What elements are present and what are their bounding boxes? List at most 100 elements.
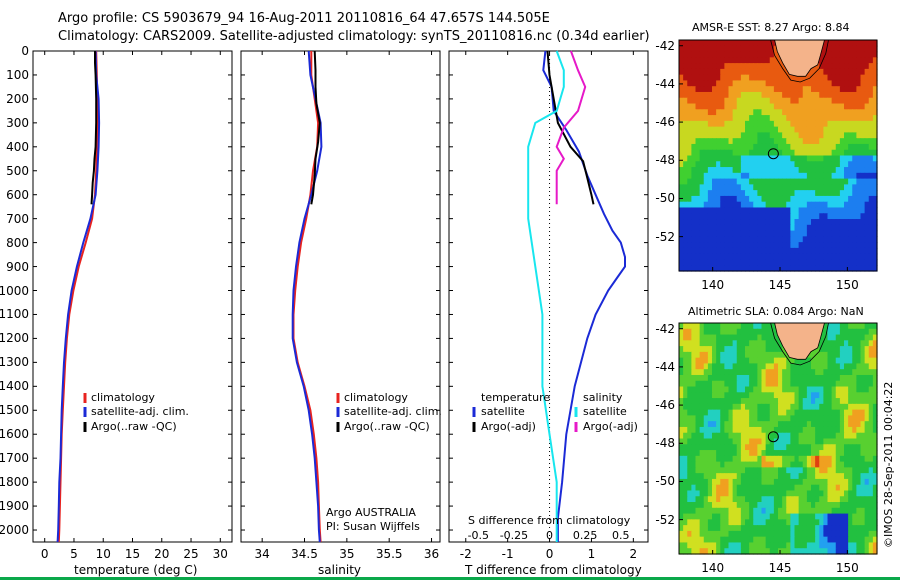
heatmap-cell — [786, 120, 791, 128]
heatmap-cell — [868, 178, 874, 185]
heatmap-cell — [732, 40, 738, 47]
heatmap-cell — [811, 398, 816, 405]
heatmap-cell — [736, 490, 742, 497]
heatmap-cell — [802, 97, 808, 105]
heatmap-cell — [827, 143, 833, 151]
heatmap-cell — [699, 247, 705, 255]
heatmap-cell — [823, 502, 829, 509]
heatmap-cell — [782, 230, 787, 237]
heatmap-cell — [683, 334, 688, 341]
heatmap-cell — [683, 496, 688, 503]
heatmap-cell — [761, 530, 767, 538]
heatmap-cell — [699, 525, 705, 532]
heatmap-cell — [815, 478, 820, 486]
heatmap-cell — [852, 207, 857, 214]
heatmap-cell — [806, 265, 812, 272]
heatmap-cell — [868, 103, 874, 110]
heatmap-cell — [786, 74, 791, 82]
annotation-pi: PI: Susan Wijffels — [326, 520, 420, 533]
heatmap-cell — [683, 409, 688, 417]
heatmap-cell — [736, 403, 742, 411]
heatmap-cell — [699, 323, 705, 330]
heatmap-cell — [786, 536, 791, 544]
heatmap-cell — [716, 536, 721, 544]
heatmap-cell — [716, 63, 721, 70]
heatmap-cell — [839, 74, 845, 82]
heatmap-cell — [773, 403, 779, 411]
heatmap-cell — [802, 536, 808, 544]
heatmap-cell — [811, 213, 816, 220]
heatmap-cell — [827, 403, 833, 411]
heatmap-cell — [707, 115, 713, 122]
heatmap-cell — [864, 496, 870, 503]
heatmap-cell — [716, 132, 721, 139]
heatmap-cell — [844, 138, 849, 145]
heatmap-cell — [687, 421, 692, 428]
heatmap-cell — [802, 149, 808, 157]
heatmap-cell — [802, 478, 808, 486]
heatmap-cell — [786, 525, 791, 532]
heatmap-cell — [703, 230, 709, 237]
heatmap-cell — [798, 149, 804, 157]
heatmap-cell — [823, 519, 829, 526]
heatmap-cell — [732, 178, 738, 185]
heatmap-cell — [786, 149, 791, 157]
heatmap-cell — [835, 207, 841, 214]
heatmap-cell — [868, 392, 874, 399]
heatmap-cell — [769, 536, 775, 544]
heatmap-cell — [765, 455, 771, 463]
heatmap-cell — [695, 386, 701, 393]
heatmap-cell — [835, 190, 841, 197]
heatmap-cell — [868, 253, 874, 261]
heatmap-cell — [691, 57, 697, 64]
heatmap-cell — [806, 86, 812, 93]
heatmap-cell — [703, 224, 709, 232]
heatmap-cell — [765, 530, 771, 538]
s-xtick-label: -0.5 — [467, 529, 490, 542]
heatmap-cell — [687, 120, 692, 128]
heatmap-cell — [712, 467, 717, 474]
heatmap-cell — [707, 97, 713, 105]
heatmap-cell — [757, 496, 763, 503]
heatmap-cell — [707, 86, 713, 93]
heatmap-cell — [811, 536, 816, 544]
heatmap-cell — [844, 68, 849, 76]
heatmap-cell — [736, 530, 742, 538]
heatmap-cell — [856, 542, 862, 549]
heatmap-cell — [699, 432, 705, 440]
heatmap-cell — [683, 57, 688, 64]
heatmap-cell — [872, 502, 878, 509]
heatmap-cell — [798, 126, 804, 134]
heatmap-cell — [860, 351, 866, 359]
heatmap-cell — [848, 86, 853, 93]
heatmap-cell — [773, 115, 779, 122]
heatmap-cell — [679, 115, 684, 122]
heatmap-cell — [699, 461, 705, 468]
plot-frame-0 — [32, 50, 233, 543]
heatmap-cell — [687, 172, 692, 180]
heatmap-cell — [683, 536, 688, 544]
heatmap-cell — [720, 120, 725, 128]
heatmap-cell — [778, 63, 783, 70]
heatmap-cell — [794, 230, 800, 237]
heatmap-cell — [844, 120, 849, 128]
heatmap-cell — [703, 167, 709, 174]
heatmap-cell — [724, 40, 730, 47]
heatmap-cell — [835, 340, 841, 347]
heatmap-cell — [848, 409, 853, 417]
heatmap-cell — [806, 380, 812, 388]
heatmap-cell — [856, 242, 862, 249]
heatmap-cell — [802, 190, 808, 197]
heatmap-cell — [703, 328, 709, 336]
map-ytick-label: -42 — [655, 38, 675, 53]
heatmap-cell — [712, 421, 717, 428]
heatmap-cell — [699, 91, 705, 99]
heatmap-cell — [757, 86, 763, 93]
heatmap-cell — [852, 253, 857, 261]
heatmap-cell — [683, 369, 688, 376]
heatmap-cell — [790, 103, 796, 110]
heatmap-cell — [769, 340, 775, 347]
heatmap-cell — [790, 490, 796, 497]
heatmap-cell — [848, 438, 853, 445]
heatmap-cell — [831, 167, 837, 174]
